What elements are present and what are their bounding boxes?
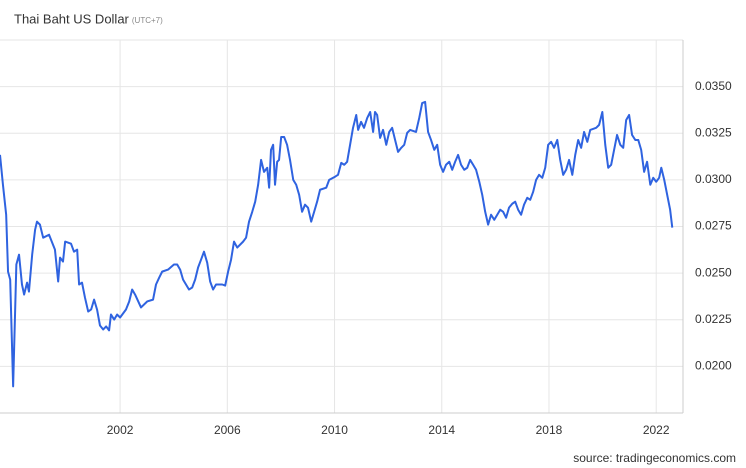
x-tick-label: 2010: [321, 423, 348, 437]
source: source: tradingeconomics.com: [573, 451, 736, 465]
y-tick-label: 0.0325: [695, 125, 732, 139]
x-tick-label: 2018: [536, 423, 563, 437]
y-tick-label: 0.0200: [695, 359, 732, 373]
chart-title: Thai Baht US Dollar: [14, 11, 130, 26]
y-tick-label: 0.0250: [695, 265, 732, 279]
x-tick-label: 2006: [214, 423, 241, 437]
y-tick-label: 0.0300: [695, 172, 732, 186]
y-tick-label: 0.0350: [695, 79, 732, 93]
price-line: [0, 100, 674, 388]
y-tick-label: 0.0275: [695, 219, 732, 233]
x-tick-label: 2002: [107, 423, 134, 437]
chart-subtitle: (UTC+7): [132, 16, 163, 25]
x-tick-label: 2014: [428, 423, 455, 437]
y-tick-label: 0.0225: [695, 312, 732, 326]
x-tick-label: 2022: [643, 423, 670, 437]
